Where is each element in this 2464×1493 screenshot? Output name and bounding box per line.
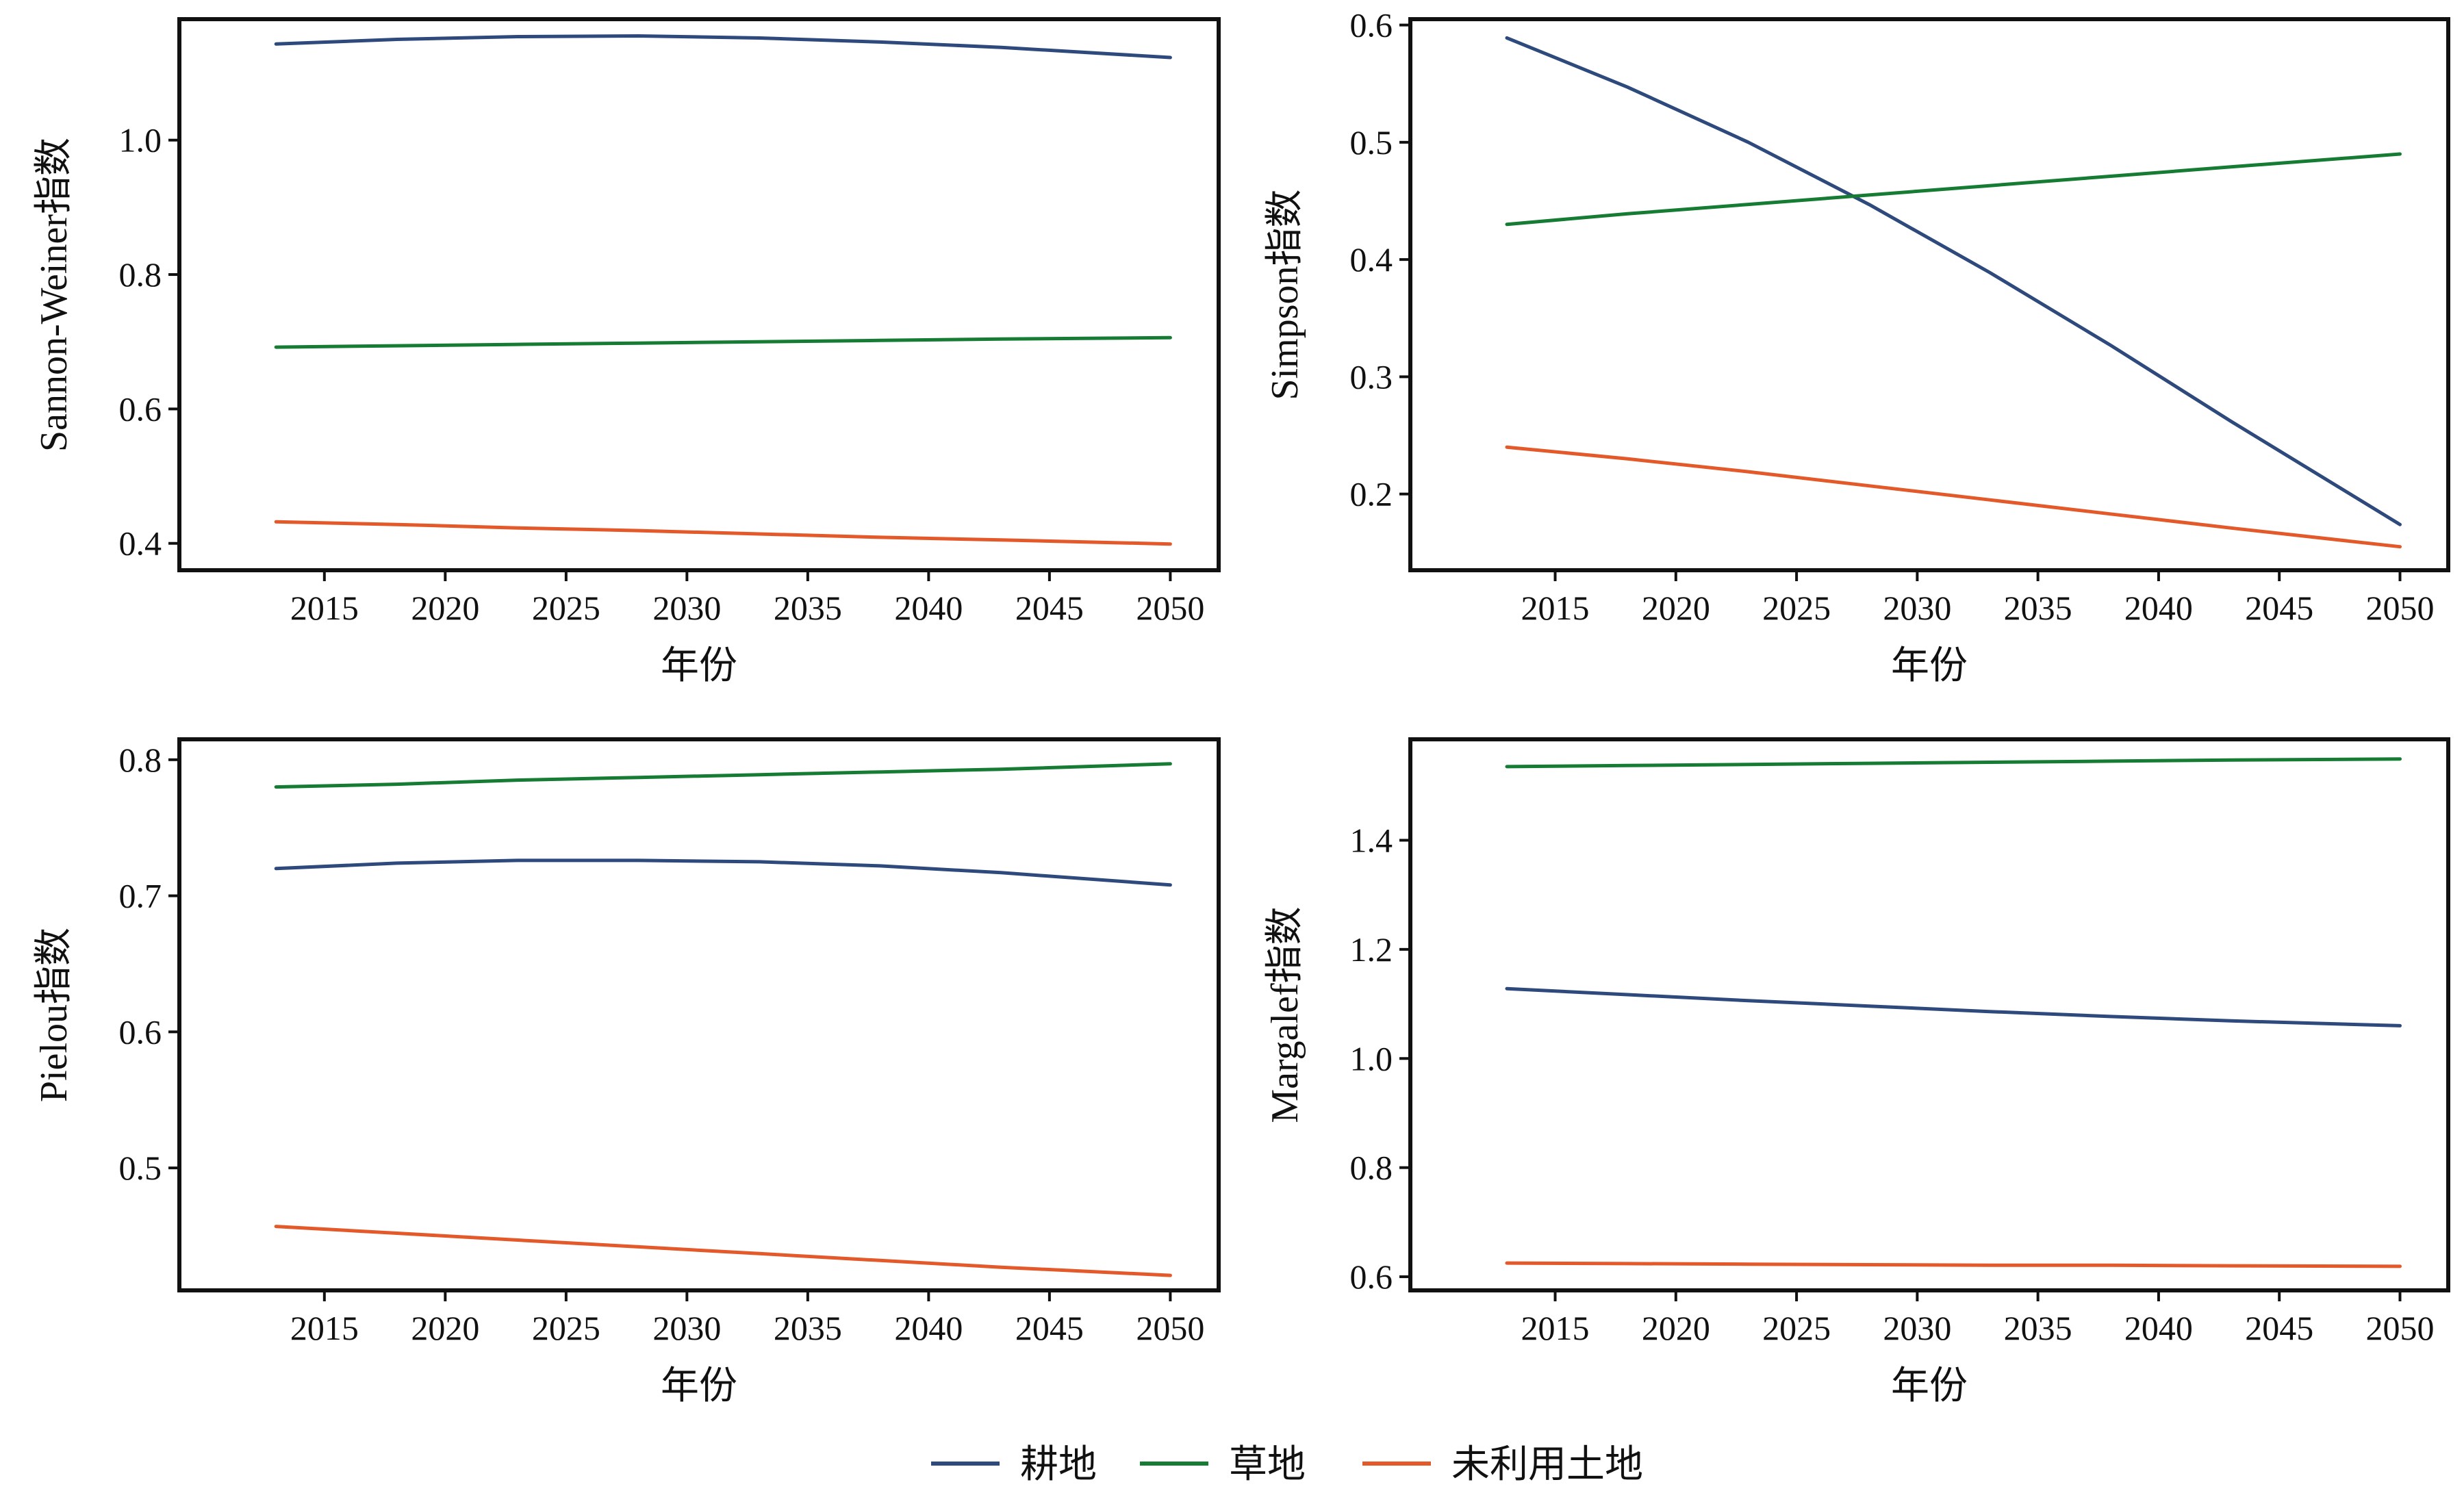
pielou-y-axis-label: Pielou指数 xyxy=(33,928,75,1102)
sannon-weiner-x-tick-label: 2050 xyxy=(1136,589,1204,627)
pielou-x-axis-label: 年份 xyxy=(661,1365,737,1407)
margalef-x-axis-label: 年份 xyxy=(1891,1365,1968,1407)
margalef-plot-frame xyxy=(1408,737,2450,1292)
simpson-y-tick-label: 0.6 xyxy=(1350,6,1393,44)
margalef-y-tick-label: 0.8 xyxy=(1350,1149,1393,1187)
pielou-x-tick-label: 2050 xyxy=(1136,1309,1204,1347)
sannon-weiner-y-tick-label: 1.0 xyxy=(119,121,162,159)
sannon-weiner-series-line-2 xyxy=(274,520,1172,546)
simpson-series-line-2 xyxy=(1505,445,2402,549)
margalef-x-tick-label: 2040 xyxy=(2124,1309,2193,1347)
margalef-y-tick-label: 1.0 xyxy=(1350,1039,1393,1077)
sannon-weiner-plot-frame xyxy=(177,17,1221,572)
margalef-y-tick-label: 1.4 xyxy=(1350,821,1393,859)
legend-label-unused-land: 未利用土地 xyxy=(1451,1444,1643,1486)
sannon-weiner-y-axis-label: Sannon-Weiner指数 xyxy=(33,138,75,452)
pielou-series-line-1 xyxy=(274,762,1172,789)
pielou-x-tick-label: 2025 xyxy=(532,1309,600,1347)
simpson-x-tick-label: 2040 xyxy=(2124,589,2193,627)
simpson-x-tick-label: 2035 xyxy=(2004,589,2072,627)
sannon-weiner-x-tick-label: 2015 xyxy=(290,589,359,627)
simpson-x-tick-label: 2025 xyxy=(1762,589,1831,627)
legend: 耕地 草地 未利用土地 xyxy=(931,1444,1643,1486)
sannon-weiner-x-tick-label: 2035 xyxy=(774,589,842,627)
margalef-x-tick-label: 2050 xyxy=(2365,1309,2434,1347)
margalef-y-tick-label: 1.2 xyxy=(1350,930,1393,969)
margalef-series-line-0 xyxy=(1505,986,2402,1028)
simpson-x-tick-label: 2045 xyxy=(2245,589,2313,627)
simpson-y-tick-label: 0.3 xyxy=(1350,357,1393,396)
simpson-x-tick-label: 2030 xyxy=(1883,589,1951,627)
margalef-x-tick-label: 2025 xyxy=(1762,1309,1831,1347)
sannon-weiner-x-tick-label: 2040 xyxy=(894,589,963,627)
sannon-weiner-y-tick-label: 0.4 xyxy=(119,524,162,563)
simpson-x-tick-label: 2020 xyxy=(1642,589,1710,627)
sannon-weiner-x-tick-label: 2045 xyxy=(1015,589,1084,627)
legend-label-grassland: 草地 xyxy=(1229,1444,1306,1486)
simpson-y-tick-label: 0.2 xyxy=(1350,475,1393,513)
margalef-x-tick-label: 2015 xyxy=(1521,1309,1590,1347)
pielou-x-tick-label: 2015 xyxy=(290,1309,359,1347)
simpson-x-tick-label: 2015 xyxy=(1521,589,1590,627)
pielou-y-tick-label: 0.7 xyxy=(119,877,162,915)
simpson-y-tick-label: 0.4 xyxy=(1350,240,1393,279)
margalef-y-axis-label: Margalef指数 xyxy=(1264,906,1306,1123)
pielou-y-tick-label: 0.8 xyxy=(119,741,162,779)
simpson-y-tick-label: 0.5 xyxy=(1350,123,1393,162)
legend-label-cropland: 耕地 xyxy=(1020,1444,1097,1486)
sannon-weiner-x-axis-label: 年份 xyxy=(661,645,737,687)
pielou-plot-frame xyxy=(177,737,1221,1292)
pielou-panel: 2015 2020 2025 2030 2035 2040 2045 2050 0.5 0.6 0.… xyxy=(33,737,1221,1407)
simpson-series-line-0 xyxy=(1505,36,2402,526)
pielou-x-tick-label: 2030 xyxy=(652,1309,721,1347)
sannon-weiner-series-line-0 xyxy=(274,34,1172,60)
simpson-plot-frame xyxy=(1408,17,2450,572)
margalef-y-tick-label: 0.6 xyxy=(1350,1258,1393,1296)
pielou-y-tick-label: 0.5 xyxy=(119,1149,162,1187)
margalef-series-line-1 xyxy=(1505,757,2402,769)
margalef-x-tick-label: 2045 xyxy=(2245,1309,2313,1347)
simpson-series-line-1 xyxy=(1505,152,2402,227)
sannon-weiner-y-tick-label: 0.8 xyxy=(119,255,162,294)
pielou-y-tick-label: 0.6 xyxy=(119,1012,162,1051)
margalef-series-line-2 xyxy=(1505,1261,2402,1268)
pielou-series-line-2 xyxy=(274,1225,1172,1277)
margalef-x-tick-label: 2020 xyxy=(1642,1309,1710,1347)
simpson-x-tick-label: 2050 xyxy=(2365,589,2434,627)
sannon-weiner-x-tick-label: 2025 xyxy=(532,589,600,627)
sannon-weiner-x-tick-label: 2030 xyxy=(652,589,721,627)
simpson-y-axis-label: Simpson指数 xyxy=(1264,189,1306,400)
sannon-weiner-series-line-1 xyxy=(274,335,1172,349)
simpson-panel: 2015 2020 2025 2030 2035 2040 2045 2050 0.2 0.3 0.… xyxy=(1264,6,2450,687)
margalef-x-tick-label: 2035 xyxy=(2004,1309,2072,1347)
pielou-series-line-0 xyxy=(274,858,1172,887)
pielou-x-tick-label: 2045 xyxy=(1015,1309,1084,1347)
pielou-x-tick-label: 2035 xyxy=(774,1309,842,1347)
margalef-panel: 2015 2020 2025 2030 2035 2040 2045 2050 0.6 0.8 1.… xyxy=(1264,737,2450,1407)
sannon-weiner-y-tick-label: 0.6 xyxy=(119,390,162,428)
simpson-x-axis-label: 年份 xyxy=(1891,645,1968,687)
pielou-x-tick-label: 2040 xyxy=(894,1309,963,1347)
pielou-x-tick-label: 2020 xyxy=(411,1309,479,1347)
margalef-x-tick-label: 2030 xyxy=(1883,1309,1951,1347)
sannon-weiner-panel: 2015 2020 2025 2030 2035 2040 2045 2050 0.4 0.6 0.… xyxy=(33,17,1221,687)
sannon-weiner-x-tick-label: 2020 xyxy=(411,589,479,627)
